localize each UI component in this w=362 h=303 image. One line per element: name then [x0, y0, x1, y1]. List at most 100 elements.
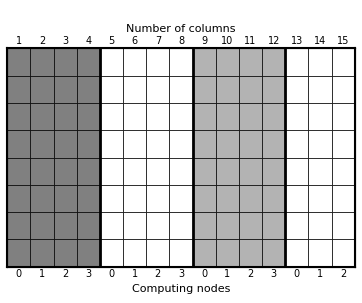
Bar: [262, 76, 285, 103]
Bar: [239, 212, 262, 239]
Bar: [308, 239, 332, 267]
Bar: [308, 48, 332, 76]
Bar: [146, 48, 169, 76]
Bar: [54, 76, 77, 103]
Bar: [146, 185, 169, 212]
Bar: [146, 76, 169, 103]
Bar: [100, 103, 123, 130]
Bar: [332, 130, 355, 158]
Bar: [146, 239, 169, 267]
Bar: [285, 103, 308, 130]
Bar: [262, 48, 285, 76]
Bar: [262, 158, 285, 185]
Bar: [216, 103, 239, 130]
Bar: [123, 158, 146, 185]
Bar: [77, 158, 100, 185]
Bar: [239, 103, 262, 130]
Bar: [146, 158, 169, 185]
Bar: [332, 185, 355, 212]
Bar: [285, 185, 308, 212]
Bar: [30, 212, 54, 239]
Bar: [216, 130, 239, 158]
Bar: [216, 76, 239, 103]
Bar: [77, 48, 100, 76]
Bar: [54, 48, 77, 76]
Bar: [239, 185, 262, 212]
Bar: [308, 130, 332, 158]
Bar: [123, 103, 146, 130]
Bar: [193, 239, 216, 267]
Bar: [332, 212, 355, 239]
Bar: [169, 185, 193, 212]
Bar: [239, 239, 262, 267]
Bar: [54, 212, 77, 239]
Bar: [332, 158, 355, 185]
Bar: [308, 103, 332, 130]
X-axis label: Number of columns: Number of columns: [126, 24, 236, 34]
Bar: [216, 48, 239, 76]
Bar: [169, 212, 193, 239]
Bar: [100, 158, 123, 185]
Bar: [308, 212, 332, 239]
Bar: [77, 76, 100, 103]
Bar: [239, 130, 262, 158]
Bar: [285, 158, 308, 185]
Bar: [169, 158, 193, 185]
Bar: [239, 158, 262, 185]
Bar: [30, 158, 54, 185]
Bar: [193, 185, 216, 212]
Bar: [30, 239, 54, 267]
Bar: [332, 103, 355, 130]
Bar: [285, 48, 308, 76]
Bar: [30, 103, 54, 130]
Bar: [146, 130, 169, 158]
Bar: [193, 130, 216, 158]
Bar: [308, 185, 332, 212]
Bar: [308, 158, 332, 185]
Bar: [123, 212, 146, 239]
Bar: [285, 239, 308, 267]
Bar: [123, 130, 146, 158]
Bar: [123, 239, 146, 267]
Bar: [77, 103, 100, 130]
Bar: [262, 103, 285, 130]
Bar: [123, 76, 146, 103]
Bar: [54, 158, 77, 185]
Bar: [7, 130, 30, 158]
Bar: [30, 185, 54, 212]
Bar: [7, 76, 30, 103]
Bar: [285, 130, 308, 158]
Bar: [216, 239, 239, 267]
Bar: [239, 76, 262, 103]
Bar: [193, 103, 216, 130]
Bar: [262, 239, 285, 267]
Bar: [7, 239, 30, 267]
Bar: [100, 239, 123, 267]
Bar: [7, 185, 30, 212]
Bar: [193, 212, 216, 239]
Bar: [7, 48, 30, 76]
Bar: [169, 48, 193, 76]
Bar: [7, 158, 30, 185]
Bar: [77, 212, 100, 239]
Bar: [285, 212, 308, 239]
Bar: [332, 239, 355, 267]
Bar: [77, 130, 100, 158]
Bar: [100, 185, 123, 212]
Bar: [216, 185, 239, 212]
Bar: [100, 48, 123, 76]
Bar: [332, 48, 355, 76]
Bar: [146, 103, 169, 130]
X-axis label: Computing nodes: Computing nodes: [132, 284, 230, 294]
Bar: [54, 103, 77, 130]
Bar: [262, 130, 285, 158]
Bar: [123, 185, 146, 212]
Bar: [77, 239, 100, 267]
Bar: [123, 48, 146, 76]
Bar: [100, 212, 123, 239]
Bar: [54, 239, 77, 267]
Bar: [332, 76, 355, 103]
Bar: [77, 185, 100, 212]
Bar: [100, 130, 123, 158]
Bar: [216, 158, 239, 185]
